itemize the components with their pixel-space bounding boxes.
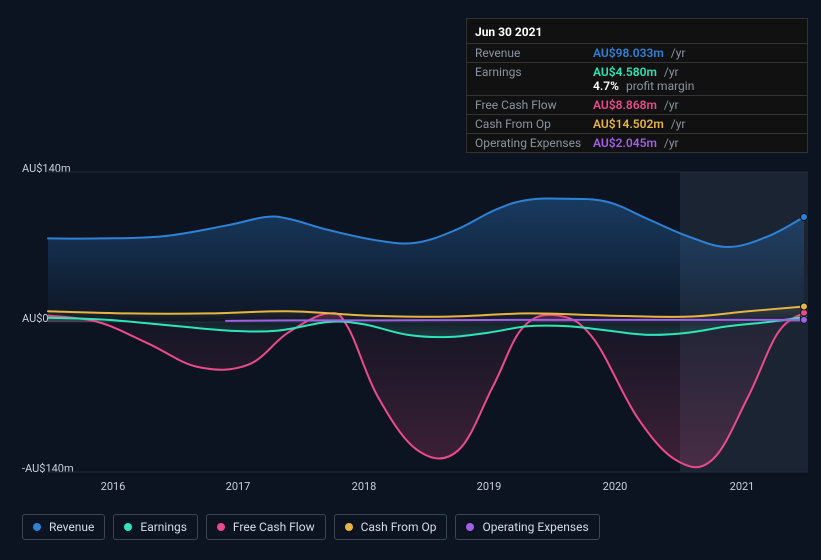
legend-swatch-icon (124, 523, 132, 531)
legend-swatch-icon (217, 523, 225, 531)
marker-revenue (801, 214, 808, 221)
tooltip-label: Revenue (475, 46, 593, 60)
legend-label: Earnings (140, 520, 187, 534)
y-axis-label: AU$0 (22, 312, 49, 325)
legend-swatch-icon (33, 523, 41, 531)
x-axis-label: 2016 (101, 480, 126, 493)
legend-swatch-icon (466, 523, 474, 531)
chart-legend: Revenue Earnings Free Cash Flow Cash From O… (22, 514, 600, 540)
legend-label: Cash From Op (361, 520, 437, 534)
tooltip-row: Operating ExpensesAU$2.045m /yr (467, 134, 807, 152)
tooltip-row: Free Cash FlowAU$8.868m /yr (467, 96, 807, 115)
tooltip-value: AU$2.045m (593, 136, 657, 150)
legend-item[interactable]: Revenue (22, 514, 105, 540)
tooltip-label: Cash From Op (475, 117, 593, 131)
tooltip-value: AU$4.580m (593, 65, 657, 79)
tooltip-label: Free Cash Flow (475, 98, 593, 112)
tooltip-suffix: /yr (664, 46, 686, 60)
legend-item[interactable]: Cash From Op (334, 514, 448, 540)
tooltip-value: AU$8.868m (593, 98, 657, 112)
tooltip-label: Operating Expenses (475, 136, 593, 150)
chart-tooltip: Jun 30 2021 RevenueAU$98.033m /yrEarning… (466, 18, 808, 153)
tooltip-title: Jun 30 2021 (467, 19, 807, 44)
tooltip-row: RevenueAU$98.033m /yr (467, 44, 807, 63)
tooltip-suffix: /yr (657, 136, 679, 150)
x-axis-label: 2019 (477, 480, 502, 493)
x-axis-label: 2021 (730, 480, 755, 493)
tooltip-row: EarningsAU$4.580m /yr4.7% profit margin (467, 63, 807, 96)
legend-label: Free Cash Flow (233, 520, 315, 534)
tooltip-suffix: /yr (657, 65, 679, 79)
x-axis-label: 2018 (352, 480, 377, 493)
tooltip-value: AU$14.502m (593, 117, 664, 131)
legend-item[interactable]: Free Cash Flow (206, 514, 326, 540)
area-chart[interactable] (48, 172, 808, 472)
legend-label: Operating Expenses (482, 520, 588, 534)
x-axis: 2016 2017 2018 2019 2020 2021 (0, 480, 821, 498)
x-axis-label: 2017 (226, 480, 251, 493)
chart-container: Jun 30 2021 RevenueAU$98.033m /yrEarning… (0, 0, 821, 560)
tooltip-suffix: /yr (657, 98, 679, 112)
legend-item[interactable]: Earnings (113, 514, 198, 540)
tooltip-value: AU$98.033m (593, 46, 664, 60)
legend-swatch-icon (345, 523, 353, 531)
marker-cfo (801, 303, 808, 310)
marker-opex (801, 316, 808, 323)
tooltip-row: Cash From OpAU$14.502m /yr (467, 115, 807, 134)
legend-item[interactable]: Operating Expenses (455, 514, 599, 540)
x-axis-label: 2020 (603, 480, 628, 493)
line-opex (226, 320, 804, 321)
legend-label: Revenue (49, 520, 94, 534)
tooltip-suffix: /yr (664, 117, 686, 131)
tooltip-label: Earnings (475, 65, 593, 93)
